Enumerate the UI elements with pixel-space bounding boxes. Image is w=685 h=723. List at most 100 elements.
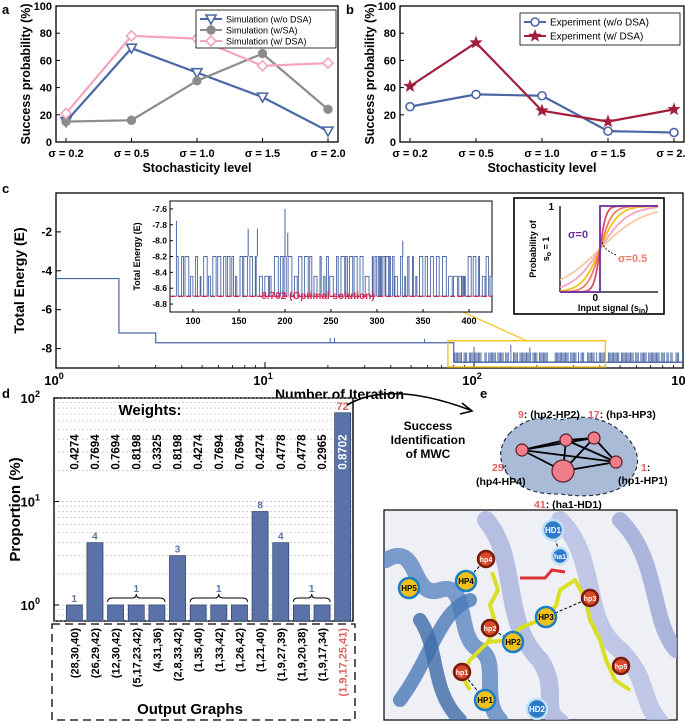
- residue-label: hp2: [484, 626, 497, 633]
- x-tick-label: σ = 0.5: [458, 148, 493, 160]
- x-tick-base: 10: [253, 373, 267, 388]
- node-label-41: 41: (ha1-HD1): [534, 499, 602, 511]
- residue-atom: [550, 546, 570, 566]
- weight-label: 0.4274: [193, 434, 205, 470]
- data-point: [323, 104, 333, 115]
- weight-label: 0.8702: [338, 434, 350, 469]
- weight-label: 0.7694: [90, 434, 102, 470]
- node-number: 41: [534, 499, 546, 511]
- y-tick-exp: 1: [35, 492, 40, 502]
- sigma0-label: σ=0: [568, 229, 588, 241]
- bar: [251, 511, 269, 622]
- y-tick-label: 20: [40, 110, 52, 122]
- inset-x-tick-label: 200: [277, 316, 292, 326]
- helix-ribbon: [477, 511, 569, 720]
- value-label: 4: [278, 532, 284, 543]
- weight-label: 0.4778: [276, 434, 288, 470]
- weight-label: 0.4274: [69, 434, 81, 470]
- sigmoid-origin: 0: [592, 293, 598, 304]
- bar: [148, 604, 166, 622]
- zoom-arrow: [451, 306, 527, 342]
- inset-x-tick-label: 400: [461, 316, 476, 326]
- data-point: [59, 107, 73, 120]
- x-tick-label: 100: [44, 371, 63, 388]
- clique-node: [551, 459, 575, 483]
- y-axis-label: Proportion (%): [7, 457, 24, 561]
- residue-atom: [611, 656, 631, 676]
- residue-atom: [452, 662, 472, 682]
- data-point: [192, 76, 202, 86]
- e-title-line: Identification: [391, 433, 466, 447]
- weight-label: 0.4274: [255, 434, 267, 470]
- category-label: (28,30,40): [69, 628, 81, 678]
- bar: [272, 542, 290, 622]
- chart-b: 0 20 40 60 80 100 σ = 0.2 σ = 0.5 σ = 1.0 σ = 1.5…: [363, 1, 685, 175]
- node-name: : (hp2-HP2): [524, 409, 580, 421]
- x-tick-label: σ = 2.0: [310, 148, 345, 160]
- weight-label: 0.3325: [152, 434, 164, 470]
- value-label: 8: [257, 501, 263, 512]
- sigmoid-y-tick-1: 1: [548, 202, 554, 213]
- residue-label: HD2: [529, 705, 546, 714]
- sigmoid-x-label-main: Input signal (s: [578, 303, 639, 313]
- x-tick-label: σ = 1.5: [245, 148, 280, 160]
- x-tick-exp: 2: [477, 371, 482, 381]
- category-label: (5,17,23,42): [131, 628, 143, 688]
- helix-ribbon: [551, 511, 669, 720]
- output-graphs-box: [51, 623, 356, 721]
- node-number: 9: [518, 409, 524, 421]
- e-title-line: Success: [404, 419, 453, 433]
- data-point: [405, 101, 415, 112]
- sigmoid-inset-frame: [513, 197, 665, 315]
- data-point: [321, 56, 335, 70]
- helix-ribbon: [612, 512, 677, 658]
- bar: [127, 604, 145, 622]
- sigma05-label: σ=0.5: [618, 253, 647, 265]
- weight-label: 0.8198: [173, 434, 185, 470]
- legend-entry: Simulation (w/o DSA): [226, 15, 312, 25]
- protein-structure-f: HP5 HP4 hp4 HD1 ha1 hp3 HP3 hp2 HP2 hp1 HP1 HD2 hp5: [383, 509, 678, 721]
- node-number: 17: [588, 409, 600, 421]
- group-count-label: 1: [309, 584, 315, 595]
- panel-label-b: b: [346, 2, 354, 17]
- node-name: :: [504, 462, 508, 474]
- residue-atom: [525, 697, 549, 720]
- data-point: [601, 114, 615, 128]
- y-axis-label: Total Energy (E): [11, 227, 27, 333]
- legend-marker: [530, 17, 540, 27]
- y-tick-label: 100: [34, 1, 52, 13]
- x-tick-label: σ = 1.0: [179, 148, 214, 160]
- y-axis-label: Success probability (%): [363, 3, 377, 144]
- helix-ribbon: [413, 613, 467, 720]
- category-label: (1,33,42): [214, 628, 226, 672]
- y-tick-label: 0: [390, 137, 396, 149]
- category-label: (1,9,17,25,41): [338, 628, 350, 697]
- weight-label: 0.2965: [317, 434, 329, 470]
- chart-a: 0 20 40 60 80 100 σ = 0.2 σ = 0.5 σ = 1.0 σ = 1.5…: [19, 1, 346, 175]
- data-point: [403, 79, 417, 93]
- y-tick-label: -6: [41, 303, 52, 317]
- optimal-annotation: -8.702 (Optimal solution): [258, 291, 375, 302]
- clique-node: [559, 433, 573, 447]
- pointer-arrow-head: [459, 402, 474, 415]
- category-label: (1,9,20,38): [296, 628, 308, 682]
- y-tick-label: 40: [40, 83, 52, 95]
- bar: [334, 412, 352, 622]
- sigmoid-x-label: Input signal (sin): [578, 303, 648, 315]
- chart-c: -2-4-6-8100101102103Number of IterationT…: [11, 192, 685, 402]
- x-tick-label: σ = 1.5: [590, 148, 625, 160]
- bar: [313, 604, 331, 622]
- panel-label-a: a: [2, 2, 10, 17]
- y-tick-label: 0: [46, 137, 52, 149]
- y-tick-label: 102: [21, 389, 40, 406]
- sigmoid-y-label-s: s: [541, 256, 551, 261]
- y-tick-label: 100: [21, 596, 40, 613]
- bar: [292, 604, 310, 622]
- y-tick-label: 80: [40, 28, 52, 40]
- inset-x-tick-label: 300: [369, 316, 384, 326]
- clique-edge: [521, 449, 617, 463]
- residue-atom: [454, 569, 478, 593]
- data-point: [257, 48, 268, 59]
